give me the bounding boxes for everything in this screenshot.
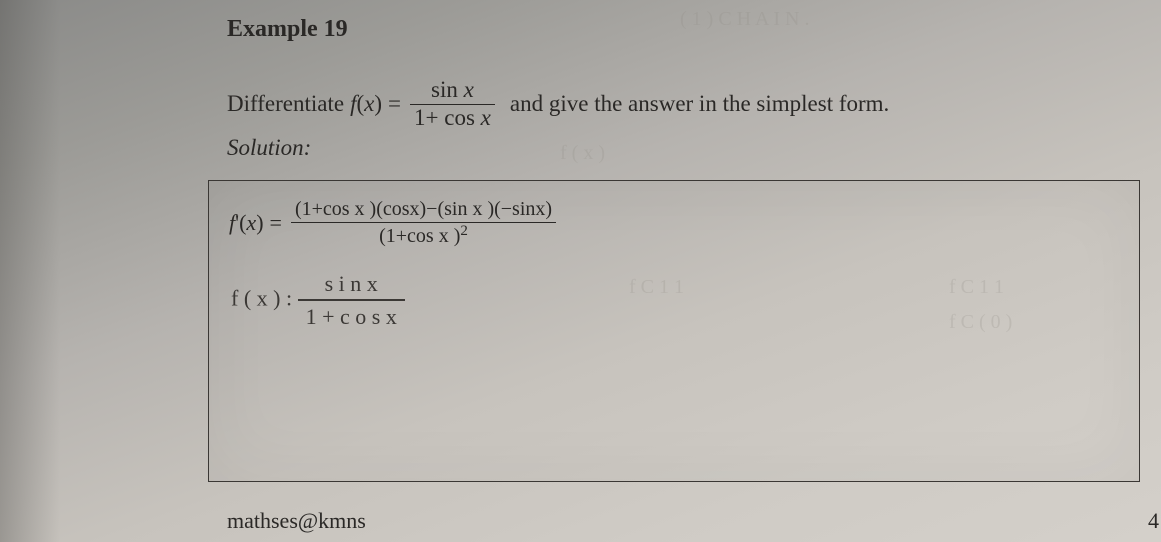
problem-statement: Differentiate f(x) = sin x 1+ cos x and …: [227, 78, 889, 130]
stmt-fraction: sin x 1+ cos x: [410, 78, 495, 130]
stmt-num-sin: sin: [431, 77, 458, 102]
hw-den: 1 + c o s x: [298, 304, 405, 329]
hw-lhs: f ( x ) :: [231, 285, 292, 310]
derivative-line: f'(x) = (1+cos x )(cosx)−(sin x )(−sinx)…: [229, 199, 559, 247]
solution-box: f'(x) = (1+cos x )(cosx)−(sin x )(−sinx)…: [208, 180, 1140, 482]
example-title: Example 19: [227, 16, 348, 43]
fx-open: (: [356, 91, 364, 116]
stmt-frac-den: 1+ cos x: [410, 106, 495, 130]
solution-label: Solution:: [227, 135, 311, 161]
deriv-den-exp: 2: [460, 223, 468, 239]
ghost-text-2: f ( x ): [560, 142, 605, 165]
hw-fraction: s i n x 1 + c o s x: [298, 271, 405, 330]
stmt-den-1plus: 1+: [414, 105, 438, 130]
ghost-text-1: ( 1 ) C H A I N .: [680, 8, 809, 31]
footer-text: mathses@kmns: [227, 508, 366, 534]
deriv-frac-bar: [291, 222, 556, 223]
derivative-fraction: (1+cos x )(cosx)−(sin x )(−sinx) (1+cos …: [291, 199, 556, 247]
stmt-num-x: x: [464, 77, 474, 102]
ghost-text-3: f C 1 1: [629, 276, 684, 299]
fx-x: x: [364, 91, 374, 116]
ghost-text-5: f C ( 0 ): [949, 311, 1012, 334]
deriv-frac-num: (1+cos x )(cosx)−(sin x )(−sinx): [291, 199, 556, 220]
stmt-frac-num: sin x: [427, 78, 478, 102]
fprime: f'(x): [229, 210, 264, 236]
hw-num: s i n x: [317, 271, 386, 296]
page-gutter-shadow: [0, 0, 60, 542]
stmt-lead: Differentiate: [227, 91, 344, 117]
fprime-x: x: [246, 210, 256, 235]
stmt-eq: =: [388, 91, 401, 117]
stmt-den-x: x: [481, 105, 491, 130]
deriv-den-base: (1+cos x ): [379, 225, 460, 247]
stmt-fx: f(x): [350, 91, 382, 117]
fprime-prime: ': [235, 210, 239, 235]
deriv-frac-den: (1+cos x )2: [375, 224, 472, 247]
stmt-den-cos: cos: [444, 105, 475, 130]
ghost-text-4: f C 1 1: [949, 276, 1004, 299]
stmt-after: and give the answer in the simplest form…: [510, 91, 889, 117]
fprime-eq: =: [270, 210, 282, 236]
hw-frac-bar: [298, 299, 405, 301]
fx-close: ): [374, 91, 382, 116]
handwritten-restate: f ( x ) : s i n x 1 + c o s x: [231, 271, 405, 330]
page-number: 4: [1148, 508, 1159, 534]
